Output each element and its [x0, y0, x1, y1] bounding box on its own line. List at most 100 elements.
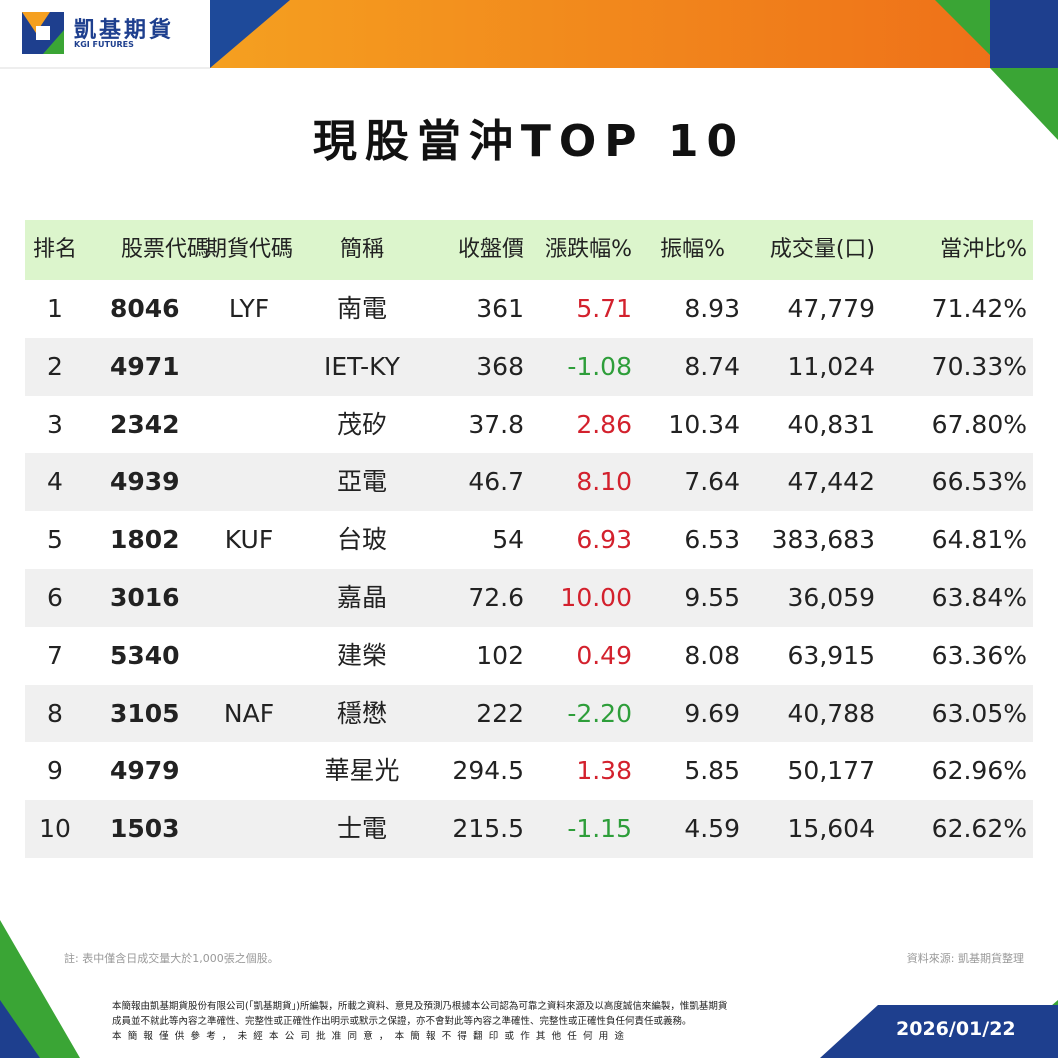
- source: 資料來源: 凱基期貨整理: [906, 952, 1024, 965]
- table-row: 10 1503 士電 215.5 -1.15 4.59 15,604 62.62%: [25, 800, 1033, 858]
- cell: 8.08: [684, 640, 740, 670]
- cell: 71.42%: [931, 294, 1027, 323]
- cell: 4939: [110, 467, 180, 497]
- cell: 茂矽: [336, 409, 387, 439]
- cell: 368: [476, 351, 524, 381]
- cell: 3105: [110, 698, 180, 728]
- cell: 穩懋: [336, 698, 387, 728]
- cell: 7.64: [684, 467, 740, 497]
- table-row: 6 3016 嘉晶 72.6 10.00 9.55 36,059 63.84%: [25, 568, 1033, 627]
- cell: 嘉晶: [336, 582, 387, 612]
- table-row: 5 1802 KUF 台玻 54 6.93 6.53 383,683 64.81%: [25, 511, 1033, 569]
- cell: 5: [47, 525, 63, 555]
- header-row: 排名 股票代碼 期貨代碼 簡稱 收盤價 漲跌幅% 振幅% 成交量(口) 當沖比%: [25, 220, 1033, 280]
- cell: 6.93: [576, 525, 632, 555]
- cell: 36,059: [787, 582, 875, 612]
- table-row: 9 4979 華星光 294.5 1.38 5.85 50,177 62.96%: [25, 742, 1033, 800]
- cell: 8.74: [684, 351, 740, 381]
- cell: 排名: [32, 237, 77, 262]
- cell: 72.6: [468, 582, 524, 612]
- table-row: 3 2342 茂矽 37.8 2.86 10.34 40,831 67.80%: [25, 396, 1033, 454]
- cell: 5.85: [684, 756, 740, 786]
- table-row: 8 3105 NAF 穩懋 222 -2.20 9.69 40,788 63.05%: [25, 684, 1033, 743]
- cell: 40,788: [787, 698, 875, 728]
- cell: 1: [47, 294, 63, 323]
- cell: 102: [476, 640, 524, 670]
- cell: 62.62%: [931, 814, 1027, 844]
- cell: 8: [47, 698, 63, 728]
- cell: 11,024: [787, 351, 875, 381]
- table-row: 1 8046 LYF 南電 361 5.71 8.93 47,779 71.42%: [25, 280, 1033, 338]
- cell: 9.69: [684, 698, 740, 728]
- cell: 54: [492, 525, 524, 555]
- cell: 63.36%: [931, 640, 1027, 670]
- cell: 當沖比%: [940, 237, 1027, 262]
- cell: 建榮: [336, 640, 387, 670]
- cell: 士電: [336, 814, 387, 844]
- cell: 收盤價: [457, 237, 524, 262]
- cell: 漲跌幅%: [545, 237, 632, 262]
- cell: 9: [47, 756, 63, 786]
- cell: 222: [476, 698, 524, 728]
- cell: NAF: [223, 698, 275, 728]
- cell: 40,831: [787, 409, 875, 439]
- note: 註: 表中僅含日成交量大於1,000張之個股。: [64, 952, 279, 965]
- cell: 0.49: [576, 640, 632, 670]
- cell: 2: [47, 351, 63, 381]
- cell: 7: [47, 640, 63, 670]
- cell: 1802: [110, 525, 180, 555]
- cell: 1503: [110, 814, 180, 844]
- cell: 37.8: [468, 409, 524, 439]
- brand-en: KGI FUTURES: [74, 40, 134, 49]
- cell: 4: [47, 467, 63, 497]
- cell: 亞電: [336, 467, 387, 497]
- cell: 10.00: [560, 582, 632, 612]
- table-row: 2 4971 IET-KY 368 -1.08 8.74 11,024 70.33%: [25, 337, 1033, 396]
- cell: 66.53%: [931, 467, 1027, 497]
- cell: 3: [47, 409, 63, 439]
- cell: 70.33%: [931, 351, 1027, 381]
- table: 排名 股票代碼 期貨代碼 簡稱 收盤價 漲跌幅% 振幅% 成交量(口) 當沖比% 1 8046 LYF…: [25, 220, 1033, 858]
- cell: 5340: [110, 640, 180, 670]
- cell: 15,604: [787, 814, 875, 844]
- cell: 63.84%: [931, 582, 1027, 612]
- cell: 成交量(口): [769, 237, 875, 262]
- brand: 凱基期貨: [74, 18, 175, 43]
- cell: 振幅%: [660, 237, 725, 262]
- cell: 8046: [110, 294, 180, 323]
- cell: 294.5: [452, 756, 524, 786]
- disclaimer: 本簡報僅供參考，未經本公司批准同意，本簡報不得翻印或作其他任何用途: [112, 1031, 631, 1042]
- cell: 4979: [110, 756, 180, 786]
- cell: 8.10: [576, 467, 632, 497]
- table-row: 4 4939 亞電 46.7 8.10 7.64 47,442 66.53%: [25, 453, 1033, 512]
- cell: LYF: [228, 294, 270, 323]
- cell: 383,683: [771, 525, 875, 555]
- cell: 2342: [110, 409, 180, 439]
- table-row: 7 5340 建榮 102 0.49 8.08 63,915 63.36%: [25, 627, 1033, 685]
- cell: 2.86: [576, 409, 632, 439]
- cell: 5.71: [576, 294, 632, 323]
- cell: 台玻: [336, 525, 387, 555]
- cell: -2.20: [567, 698, 632, 728]
- cell: 62.96%: [931, 756, 1027, 786]
- cell: 47,779: [787, 294, 875, 323]
- cell: KUF: [224, 525, 274, 555]
- cell: 67.80%: [931, 409, 1027, 439]
- cell: 8.93: [684, 294, 740, 323]
- cell: -1.08: [567, 351, 632, 381]
- cell: 南電: [336, 294, 387, 323]
- cell: 361: [476, 294, 524, 323]
- cell: IET-KY: [324, 351, 400, 381]
- cell: 股票代碼: [120, 237, 209, 262]
- cell: 6: [47, 582, 63, 612]
- disclaimer: 成員並不就此等內容之準確性、完整性或正確性作出明示或默示之保證，亦不會對此等內容…: [112, 1016, 692, 1027]
- title: 現股當沖TOP 10: [312, 116, 746, 167]
- cell: 10: [39, 814, 71, 844]
- disclaimer: 本簡報由凱基期貨股份有限公司(「凱基期貨」)所編製，所載之資料、意見及預測乃根據…: [112, 1001, 728, 1012]
- cell: 9.55: [684, 582, 740, 612]
- cell: 10.34: [668, 409, 740, 439]
- cell: 期貨代碼: [204, 237, 293, 262]
- cell: 華星光: [324, 756, 400, 786]
